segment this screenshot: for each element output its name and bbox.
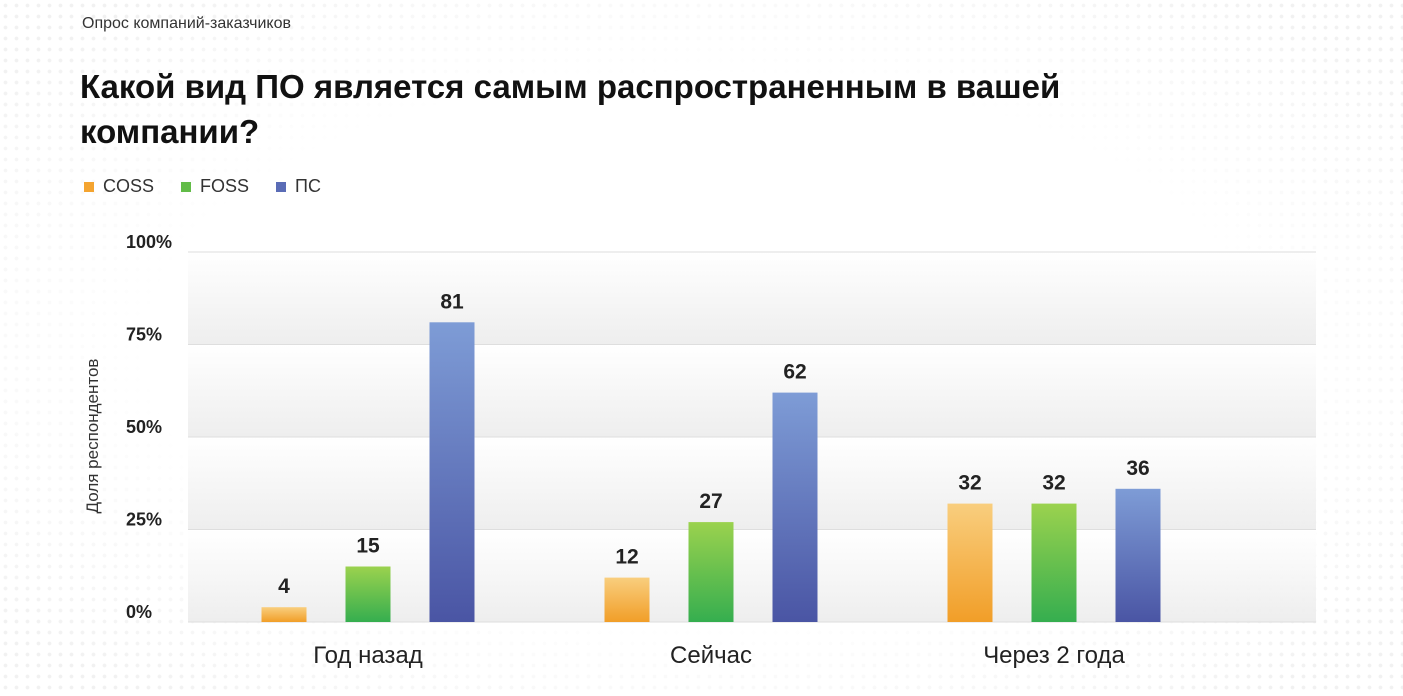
legend-swatch-ps — [276, 181, 287, 192]
y-tick-label: 75% — [126, 325, 162, 345]
legend-item-coss: COSS — [84, 176, 154, 197]
x-category-label: Сейчас — [670, 642, 752, 669]
y-tick-label: 100% — [126, 232, 172, 252]
legend-label-coss: COSS — [103, 176, 155, 196]
label-layer: 0% 25% 50% 75% 100% 4 15 81 Год назад 12 27 62 Сейча… — [126, 232, 1150, 669]
data-label: 81 — [440, 290, 464, 313]
bar-foss-0 — [345, 566, 391, 622]
legend-item-ps: ПС — [276, 176, 321, 197]
data-label: 12 — [615, 546, 638, 569]
bar-пс-1 — [772, 392, 818, 622]
grid-band — [188, 252, 1316, 345]
legend-item-foss: FOSS — [181, 176, 249, 197]
x-category-label: Через 2 года — [983, 642, 1125, 669]
x-category-label: Год назад — [313, 642, 423, 669]
survey-caption: Опрос компаний-заказчиков — [82, 15, 291, 32]
y-tick-label: 50% — [126, 417, 162, 437]
bar-foss-1 — [688, 522, 734, 622]
bar-foss-2 — [1031, 503, 1077, 622]
legend-swatch-coss — [84, 181, 94, 192]
legend: COSS FOSS ПС — [84, 176, 321, 197]
legend-swatch-foss — [181, 181, 192, 192]
data-label: 4 — [278, 575, 290, 598]
data-label: 36 — [1126, 457, 1149, 480]
chart-title: Какой вид ПО является самым распростране… — [80, 68, 1061, 150]
data-label: 32 — [958, 472, 981, 495]
data-label: 32 — [1042, 472, 1065, 495]
bar-coss-0 — [261, 607, 307, 622]
grid-band — [188, 344, 1316, 437]
bar-пс-2 — [1115, 488, 1161, 622]
data-label: 15 — [356, 535, 380, 558]
y-tick-label: 25% — [126, 510, 162, 530]
bar-coss-1 — [604, 577, 650, 622]
data-label: 27 — [699, 490, 722, 513]
bar-пс-0 — [429, 322, 475, 622]
bar-coss-2 — [947, 503, 993, 622]
data-label: 62 — [783, 361, 806, 384]
legend-label-ps: ПС — [295, 176, 321, 196]
legend-label-foss: FOSS — [200, 176, 250, 196]
bar-layer — [261, 322, 1161, 622]
y-tick-label: 0% — [126, 602, 152, 622]
